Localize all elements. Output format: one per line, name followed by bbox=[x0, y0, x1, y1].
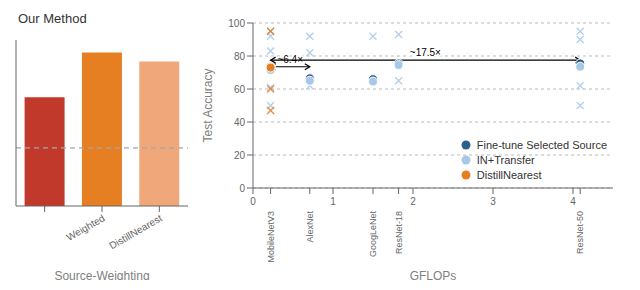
svg-text:~6.4×: ~6.4× bbox=[277, 54, 303, 65]
svg-text:80: 80 bbox=[234, 51, 246, 62]
html-text:Our Method: Our Method bbox=[18, 11, 87, 26]
svg-text:3: 3 bbox=[490, 196, 496, 207]
svg-text:Test Accuracy: Test Accuracy bbox=[201, 68, 215, 142]
svg-text:ResNet-18: ResNet-18 bbox=[394, 211, 404, 254]
html-text:DistillNearest: DistillNearest bbox=[476, 168, 542, 181]
html-text:Fine-tune Selected Source: Fine-tune Selected Source bbox=[476, 138, 607, 151]
svg-text:100: 100 bbox=[228, 18, 245, 29]
svg-text:60: 60 bbox=[234, 84, 246, 95]
svg-text:0: 0 bbox=[250, 196, 256, 207]
svg-text:AlexNet: AlexNet bbox=[305, 211, 315, 243]
svg-text:20: 20 bbox=[234, 150, 246, 161]
svg-text:MobileNetV3: MobileNetV3 bbox=[266, 211, 276, 263]
svg-text:Source-Weighting: Source-Weighting bbox=[54, 269, 149, 280]
svg-text:4: 4 bbox=[570, 196, 576, 207]
svg-text:Weighted: Weighted bbox=[65, 212, 107, 243]
svg-text:GoogLeNet: GoogLeNet bbox=[368, 211, 378, 258]
svg-text:DistillNearest: DistillNearest bbox=[107, 212, 164, 251]
svg-text:2: 2 bbox=[410, 196, 416, 207]
svg-text:0: 0 bbox=[239, 183, 245, 194]
svg-text:ResNet-50: ResNet-50 bbox=[575, 211, 585, 254]
svg-text:40: 40 bbox=[234, 117, 246, 128]
svg-text:~17.5×: ~17.5× bbox=[410, 47, 441, 58]
svg-text:GFLOPs: GFLOPs bbox=[410, 269, 457, 280]
html-text:IN+Transfer: IN+Transfer bbox=[476, 153, 535, 166]
svg-text:1: 1 bbox=[330, 196, 336, 207]
